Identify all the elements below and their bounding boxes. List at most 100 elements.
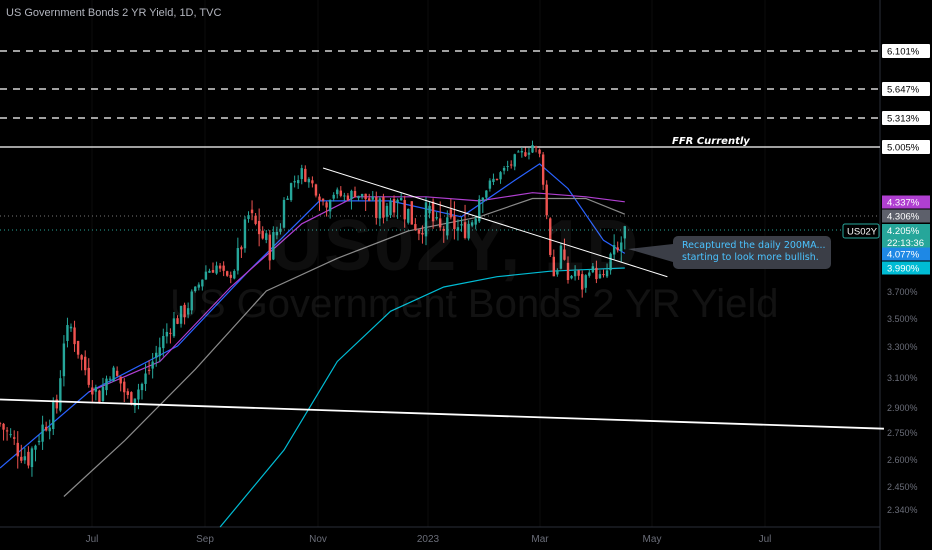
symbol-badge [842, 223, 880, 239]
candle-body [59, 378, 62, 411]
trendlines [0, 167, 884, 430]
candle-body [545, 184, 548, 216]
candle-body [243, 219, 247, 249]
candle-body [531, 145, 534, 153]
candle-body [247, 215, 250, 219]
time-axis[interactable]: Jul Sep Nov 2023 Mar May Jul [86, 534, 772, 545]
candle-body [87, 367, 90, 385]
candle-body [52, 401, 55, 430]
candle-body [549, 218, 552, 255]
candle-body [208, 270, 211, 273]
candle-body [410, 201, 413, 225]
ffr-label: FFR Currently [672, 136, 750, 147]
candle-body [460, 224, 463, 226]
candle-body [165, 331, 169, 337]
candle-body [126, 391, 129, 395]
candle-body [570, 275, 573, 279]
candle-body [325, 202, 328, 208]
candle-body [336, 189, 339, 195]
candle-body [20, 456, 23, 461]
candle-body [289, 183, 293, 201]
candle-body [158, 347, 161, 357]
candle-body [5, 430, 9, 432]
candle-body [229, 274, 232, 278]
candle-body [414, 224, 417, 230]
candle-body [499, 172, 502, 180]
moving-average-line [219, 267, 625, 528]
candle-body [194, 286, 197, 292]
candle-body [488, 180, 492, 189]
candle-body [446, 217, 449, 236]
candle-body [602, 274, 605, 276]
price-axis[interactable]: 5.000%3.700%3.500%3.300%3.100%2.900%2.75… [842, 44, 930, 515]
y-tick-label: 2.340% [887, 505, 918, 515]
candle-body [13, 437, 16, 439]
candle-body [573, 271, 577, 277]
candle-body [485, 190, 488, 198]
y-tick-label: 2.450% [887, 482, 918, 492]
candle-body [453, 215, 456, 230]
candle-body [69, 326, 73, 329]
chart-grid [0, 0, 881, 550]
candle-body [151, 361, 154, 369]
candle-body [30, 448, 34, 468]
candle-body [350, 190, 353, 200]
level-badge [882, 111, 930, 125]
candle-body [595, 267, 598, 280]
candle-body [449, 209, 453, 218]
candle-body [9, 434, 12, 436]
callout-line-2: starting to look more bullish. [682, 252, 819, 263]
y-tick-label: 2.900% [887, 403, 918, 413]
candle-body [94, 387, 98, 392]
candle-body [581, 274, 584, 290]
candle-body [147, 369, 151, 371]
price-badge [882, 261, 930, 275]
candle-body [169, 332, 172, 334]
candle-body [556, 270, 559, 275]
candle-body [27, 451, 30, 466]
candle-body [407, 208, 410, 223]
candle-body [389, 200, 392, 216]
candle-body [311, 180, 314, 184]
candle-body [98, 390, 101, 404]
candle-body [399, 198, 403, 201]
candle-body [598, 274, 602, 279]
candle-body [318, 196, 321, 201]
candle-body [137, 389, 140, 400]
level-badge-label: 5.005% [887, 143, 920, 154]
x-tick-label: Jul [86, 534, 99, 545]
candle-body [541, 154, 545, 185]
price-badge [882, 195, 930, 209]
candle-body [375, 196, 378, 218]
candle-body [353, 191, 357, 198]
candle-body [368, 198, 371, 201]
x-tick-label: Jul [759, 534, 772, 545]
moving-average-line [88, 192, 625, 393]
candle-body [204, 271, 208, 280]
candle-body [130, 392, 133, 405]
candle-body [467, 223, 470, 239]
candle-body [218, 265, 222, 269]
x-tick-label: Sep [196, 534, 214, 545]
candle-body [478, 199, 481, 222]
candle-body [357, 195, 360, 199]
candle-body [421, 233, 424, 235]
candle-body [144, 373, 147, 384]
candle-body [588, 272, 591, 276]
candle-body [179, 305, 183, 324]
candle-body [378, 198, 382, 219]
price-badge [882, 224, 930, 250]
candle-body [123, 381, 126, 393]
candle-body [609, 253, 612, 271]
x-tick-label: May [643, 534, 662, 545]
candle-body [382, 197, 385, 218]
candle-body [439, 218, 442, 228]
candle-body [226, 271, 229, 276]
candle-body [286, 198, 289, 200]
candle-body [62, 343, 66, 377]
candle-body [176, 318, 179, 324]
candle-body [282, 199, 286, 228]
candle-body [442, 229, 445, 231]
candle-body [275, 231, 279, 236]
